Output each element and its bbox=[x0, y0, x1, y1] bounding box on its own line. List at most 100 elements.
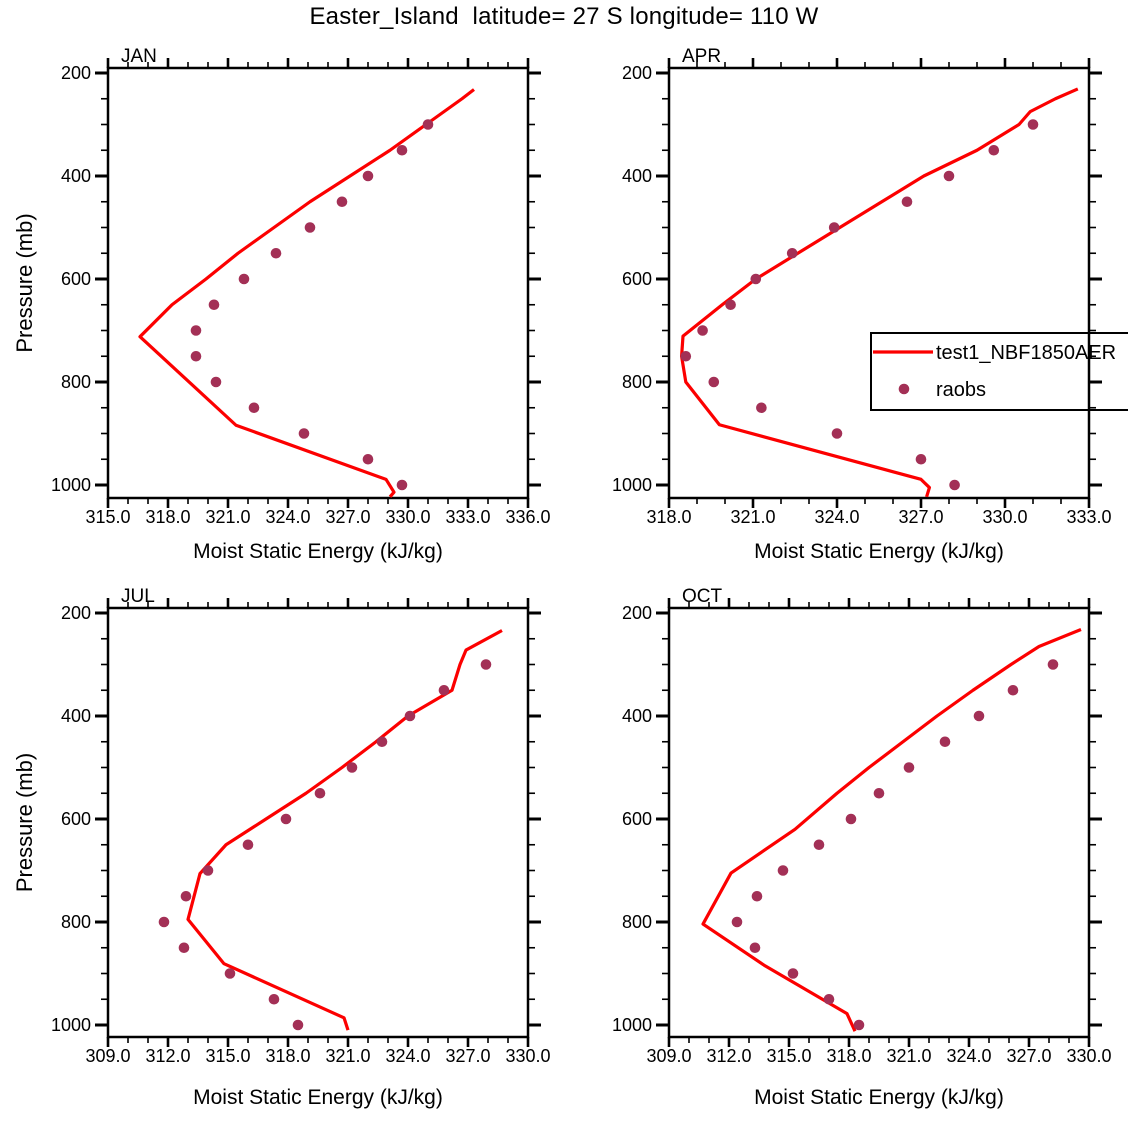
raobs-dot bbox=[708, 376, 720, 388]
x-tick-label: 321.0 bbox=[205, 507, 250, 527]
raobs-dot bbox=[396, 479, 408, 491]
raobs-dot bbox=[362, 170, 374, 182]
raobs-dot bbox=[190, 325, 202, 336]
x-axis-title: Moist Static Energy (kJ/kg) bbox=[193, 540, 443, 563]
panel-title-jul: JUL bbox=[121, 586, 155, 607]
x-tick-label: 327.0 bbox=[325, 507, 370, 527]
x-tick-label: 309.0 bbox=[646, 1046, 691, 1066]
y-tick-label: 1000 bbox=[51, 475, 91, 495]
raobs-dot bbox=[336, 196, 348, 208]
panel-jan: 315.0 318.0 321.0 324.0 327.0 330.0 333.0 336.0… bbox=[12, 46, 551, 563]
page-title: Easter_Island latitude= 27 S longitude= … bbox=[309, 3, 819, 30]
x-tick-label: 330.0 bbox=[505, 1046, 550, 1066]
x-tick-label: 327.0 bbox=[898, 507, 943, 527]
raobs-dot bbox=[903, 762, 915, 773]
raobs-dot bbox=[943, 170, 955, 182]
y-tick-label: 600 bbox=[622, 269, 652, 289]
model-line-jul bbox=[186, 629, 503, 1031]
y-tick-label: 600 bbox=[61, 809, 91, 829]
y-tick-label: 800 bbox=[61, 372, 91, 392]
raobs-dot bbox=[292, 1019, 304, 1031]
x-tick-label: 315.0 bbox=[85, 507, 130, 527]
y-tick-label: 200 bbox=[61, 603, 91, 623]
legend-dot-sample bbox=[898, 383, 910, 395]
x-axis-title: Moist Static Energy (kJ/kg) bbox=[754, 1086, 1004, 1109]
raobs-dot bbox=[404, 710, 416, 722]
legend-label-model: test1_NBF1850AER bbox=[936, 342, 1116, 364]
raobs-dot bbox=[376, 736, 388, 748]
x-tick-label: 324.0 bbox=[385, 1046, 430, 1066]
x-tick-label: 315.0 bbox=[766, 1046, 811, 1066]
raobs-dot bbox=[939, 736, 951, 748]
raobs-dot bbox=[158, 916, 170, 928]
x-axis-title: Moist Static Energy (kJ/kg) bbox=[193, 1086, 443, 1109]
x-tick-label: 309.0 bbox=[85, 1046, 130, 1066]
x-tick-label: 333.0 bbox=[1066, 507, 1111, 527]
x-tick-label: 318.0 bbox=[646, 507, 691, 527]
raobs-dot bbox=[438, 684, 450, 696]
raobs-dot bbox=[346, 762, 358, 773]
raobs-dot bbox=[190, 350, 202, 362]
y-tick-label: 800 bbox=[622, 372, 652, 392]
x-tick-label: 321.0 bbox=[886, 1046, 931, 1066]
y-tick-label: 600 bbox=[61, 269, 91, 289]
x-tick-label: 315.0 bbox=[205, 1046, 250, 1066]
raobs-dot bbox=[362, 453, 374, 465]
raobs-dot bbox=[270, 247, 282, 259]
raobs-dot bbox=[823, 993, 835, 1005]
y-tick-label: 600 bbox=[622, 809, 652, 829]
panel-jul: 309.0 312.0 315.0 318.0 321.0 324.0 327.0 330.0… bbox=[12, 586, 551, 1109]
raobs-dot bbox=[180, 890, 192, 902]
raobs-dot bbox=[973, 710, 985, 722]
x-tick-label: 318.0 bbox=[265, 1046, 310, 1066]
raobs-dot bbox=[731, 916, 743, 928]
raobs-dot bbox=[1047, 659, 1059, 670]
y-tick-label: 400 bbox=[622, 166, 652, 186]
x-tick-label: 330.0 bbox=[982, 507, 1027, 527]
raobs-dot bbox=[751, 890, 763, 902]
raobs-dot bbox=[988, 144, 1000, 156]
plot-frame bbox=[106, 606, 530, 1039]
x-tick-label: 324.0 bbox=[946, 1046, 991, 1066]
y-tick-label: 400 bbox=[61, 706, 91, 726]
panel-title-apr: APR bbox=[682, 46, 721, 67]
raobs-dot bbox=[480, 659, 492, 670]
model-line-oct bbox=[701, 627, 1082, 1032]
plot-frame bbox=[106, 66, 530, 500]
raobs-dot bbox=[242, 839, 254, 851]
plot-frame bbox=[667, 66, 1091, 500]
raobs-dot bbox=[901, 196, 913, 208]
y-tick-label: 1000 bbox=[612, 475, 652, 495]
x-tick-label: 321.0 bbox=[730, 507, 775, 527]
x-tick-label: 318.0 bbox=[145, 507, 190, 527]
panel-title-oct: OCT bbox=[682, 586, 723, 607]
panel-title-jan: JAN bbox=[121, 46, 157, 67]
x-tick-label: 333.0 bbox=[445, 507, 490, 527]
raobs-dot bbox=[756, 402, 767, 414]
raobs-dot bbox=[202, 865, 214, 876]
x-tick-label: 336.0 bbox=[505, 507, 550, 527]
raobs-dot bbox=[210, 376, 222, 388]
raobs-dot bbox=[396, 144, 408, 156]
raobs-dot bbox=[725, 299, 736, 311]
y-tick-label: 200 bbox=[61, 63, 91, 83]
raobs-dot bbox=[813, 839, 825, 851]
y-tick-label: 800 bbox=[622, 912, 652, 932]
raobs-dot bbox=[304, 222, 316, 233]
raobs-dot bbox=[949, 479, 960, 491]
raobs-dot bbox=[248, 402, 260, 414]
model-line-apr bbox=[679, 87, 1079, 498]
legend-label-raobs: raobs bbox=[936, 379, 986, 401]
raobs-dot bbox=[224, 968, 236, 979]
raobs-dot bbox=[314, 787, 326, 799]
y-axis-title: Pressure (mb) bbox=[12, 213, 37, 352]
x-tick-label: 330.0 bbox=[1066, 1046, 1111, 1066]
model-line-jan bbox=[138, 88, 475, 498]
raobs-dot bbox=[268, 993, 280, 1005]
raobs-dot bbox=[749, 942, 761, 954]
y-tick-label: 200 bbox=[622, 603, 652, 623]
raobs-dot bbox=[787, 968, 799, 979]
raobs-dot bbox=[750, 273, 762, 285]
